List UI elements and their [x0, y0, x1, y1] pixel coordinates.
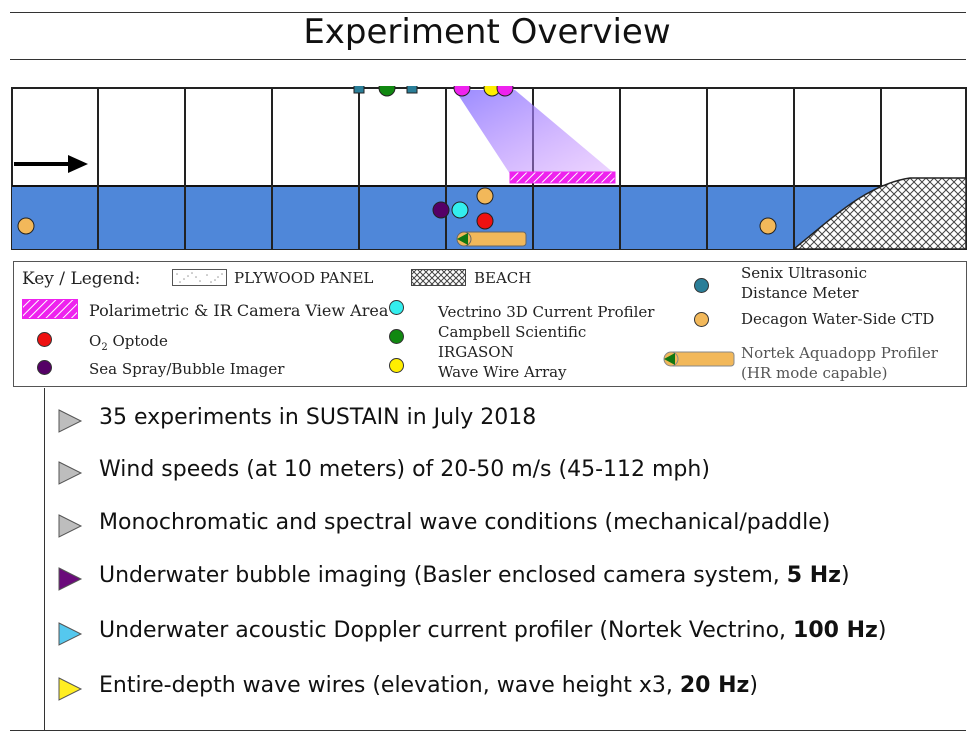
- camera-view-beam: [455, 90, 615, 174]
- yellow-triangle-icon: [58, 677, 83, 701]
- beach-swatch: [411, 269, 466, 286]
- aquadopp-profiler-icon: [456, 231, 527, 247]
- legend-bubble-label: Sea Spray/Bubble Imager: [89, 360, 285, 378]
- legend-header: Key / Legend:: [22, 269, 141, 289]
- legend-box: Key / Legend: PLYWOOD PANEL BEACH Polari…: [13, 261, 967, 387]
- vectrino-icon: [451, 201, 469, 219]
- vectrino-legend-dot: [389, 300, 404, 315]
- gray-triangle-icon: [58, 409, 83, 433]
- legend-aquadopp-line2: (HR mode capable): [741, 364, 888, 382]
- bullet-text: Underwater acoustic Doppler current prof…: [99, 618, 887, 643]
- optode-legend-dot: [37, 332, 52, 347]
- ctd-sensor-icon: [17, 217, 35, 235]
- legend-irgason-line1: Campbell Scientific: [438, 323, 587, 341]
- bullet-text: Entire-depth wave wires (elevation, wave…: [99, 673, 758, 698]
- beach-slope: [791, 177, 967, 250]
- legend-optode-label: O2 Optode: [89, 332, 168, 353]
- purple-triangle-icon: [58, 567, 83, 591]
- plywood-panel-swatch: [172, 269, 227, 286]
- page-title: Experiment Overview: [303, 12, 671, 52]
- camera-view-area: [509, 171, 616, 184]
- legend-beach-label: BEACH: [474, 269, 532, 287]
- camera-area-swatch: [22, 299, 78, 319]
- gray-triangle-icon: [58, 461, 83, 485]
- senix-sensor-icon: [406, 86, 418, 94]
- gray-triangle-icon: [58, 514, 83, 538]
- bubble-imager-icon: [432, 201, 450, 219]
- senix-sensor-icon: [353, 86, 365, 94]
- legend-senix-line2: Distance Meter: [741, 284, 859, 302]
- bullet-text: 35 experiments in SUSTAIN in July 2018: [99, 405, 537, 430]
- bullet-text: Wind speeds (at 10 meters) of 20-50 m/s …: [99, 457, 710, 482]
- top-rule: [10, 12, 966, 13]
- legend-ctd-label: Decagon Water-Side CTD: [741, 310, 935, 328]
- bubble-imager-legend-dot: [37, 360, 52, 375]
- camera-icon: [453, 86, 471, 97]
- wave-wire-icon: [476, 187, 494, 205]
- legend-aquadopp-line1: Nortek Aquadopp Profiler: [741, 344, 938, 362]
- aquadopp-legend-icon: [663, 351, 735, 367]
- wind-direction-arrow-icon: [14, 155, 88, 173]
- legend-wave-wire-label: Wave Wire Array: [438, 363, 567, 381]
- bullet-text: Underwater bubble imaging (Basler enclos…: [99, 563, 850, 588]
- wave-wire-legend-dot: [389, 358, 404, 373]
- ctd-sensor-icon: [759, 217, 777, 235]
- bullet-text: Monochromatic and spectral wave conditio…: [99, 510, 831, 535]
- optode-icon: [476, 212, 494, 230]
- wind-wave-tank-diagram: [11, 86, 967, 250]
- legend-senix-line1: Senix Ultrasonic: [741, 264, 868, 282]
- irgason-icon: [378, 86, 396, 97]
- irgason-legend-dot: [389, 329, 404, 344]
- title-underline: [10, 59, 966, 60]
- legend-vectrino-label: Vectrino 3D Current Profiler: [438, 303, 655, 321]
- cyan-triangle-icon: [58, 622, 83, 646]
- bullet-list-vertical-line: [44, 388, 45, 730]
- legend-irgason-line2: IRGASON: [438, 343, 514, 361]
- ctd-legend-dot: [694, 312, 709, 327]
- legend-camera-label: Polarimetric & IR Camera View Area: [89, 301, 389, 320]
- legend-plywood-label: PLYWOOD PANEL: [234, 269, 374, 287]
- senix-legend-dot: [694, 278, 709, 293]
- camera-icon: [496, 86, 514, 97]
- bottom-rule: [10, 730, 966, 731]
